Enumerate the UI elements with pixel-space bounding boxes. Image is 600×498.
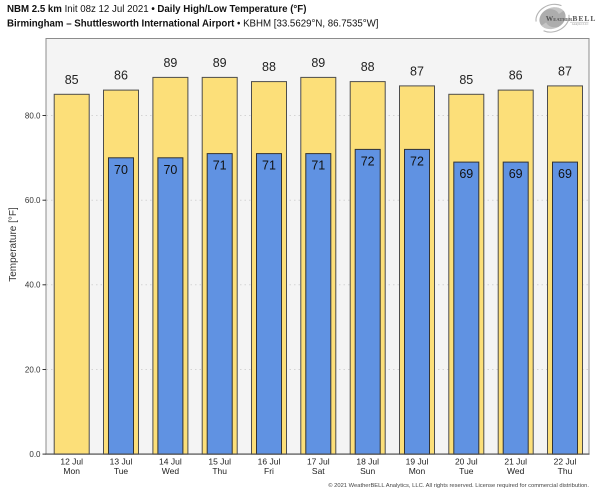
svg-text:85: 85 [459,73,473,87]
svg-text:69: 69 [509,167,523,181]
svg-text:88: 88 [361,60,375,74]
svg-text:71: 71 [213,159,227,173]
svg-text:WEATHERBELL: WEATHERBELL [546,14,597,23]
svg-text:69: 69 [558,167,572,181]
svg-text:85: 85 [65,73,79,87]
svg-text:87: 87 [410,64,424,78]
svg-text:70: 70 [114,163,128,177]
svg-text:NBM 2.5 km Init 08z 12 Jul 202: NBM 2.5 km Init 08z 12 Jul 2021 • Daily … [7,4,306,15]
svg-text:87: 87 [558,64,572,78]
svg-text:Wed: Wed [162,466,180,476]
svg-text:Temperature [°F]: Temperature [°F] [8,207,19,282]
svg-text:22 Jul: 22 Jul [554,457,577,467]
svg-text:Mon: Mon [409,466,426,476]
svg-text:21 Jul: 21 Jul [504,457,527,467]
svg-text:© 2021 WeatherBELL Analytics,: © 2021 WeatherBELL Analytics, LLC. All r… [328,482,589,489]
svg-text:Tue: Tue [114,466,129,476]
svg-text:Birmingham – Shuttlesworth Int: Birmingham – Shuttlesworth International… [7,19,378,30]
svg-text:18 Jul: 18 Jul [356,457,379,467]
svg-text:16 Jul: 16 Jul [258,457,281,467]
svg-text:89: 89 [163,56,177,70]
svg-text:89: 89 [311,56,325,70]
svg-text:86: 86 [114,69,128,83]
svg-text:14 Jul: 14 Jul [159,457,182,467]
svg-text:86: 86 [509,69,523,83]
svg-text:Sun: Sun [360,466,375,476]
svg-text:Tue: Tue [459,466,474,476]
svg-text:12 Jul: 12 Jul [60,457,83,467]
svg-text:Thu: Thu [212,466,227,476]
svg-text:89: 89 [213,56,227,70]
svg-text:72: 72 [410,154,424,168]
svg-text:Wed: Wed [507,466,525,476]
svg-text:Fri: Fri [264,466,274,476]
svg-text:13 Jul: 13 Jul [110,457,133,467]
svg-text:69: 69 [459,167,473,181]
svg-text:Sat: Sat [312,466,325,476]
svg-text:70: 70 [163,163,177,177]
svg-text:Thu: Thu [558,466,573,476]
svg-text:17 Jul: 17 Jul [307,457,330,467]
svg-text:15 Jul: 15 Jul [208,457,231,467]
svg-text:20.0: 20.0 [25,365,41,374]
svg-text:Mon: Mon [63,466,80,476]
svg-text:20 Jul: 20 Jul [455,457,478,467]
svg-text:Analytics LLC: Analytics LLC [572,23,589,26]
svg-text:71: 71 [311,159,325,173]
svg-text:60.0: 60.0 [25,196,41,205]
svg-text:0.0: 0.0 [29,450,41,459]
svg-text:19 Jul: 19 Jul [406,457,429,467]
svg-text:88: 88 [262,60,276,74]
svg-text:80.0: 80.0 [25,111,41,120]
svg-text:40.0: 40.0 [25,281,41,290]
svg-text:72: 72 [361,154,375,168]
svg-text:71: 71 [262,159,276,173]
